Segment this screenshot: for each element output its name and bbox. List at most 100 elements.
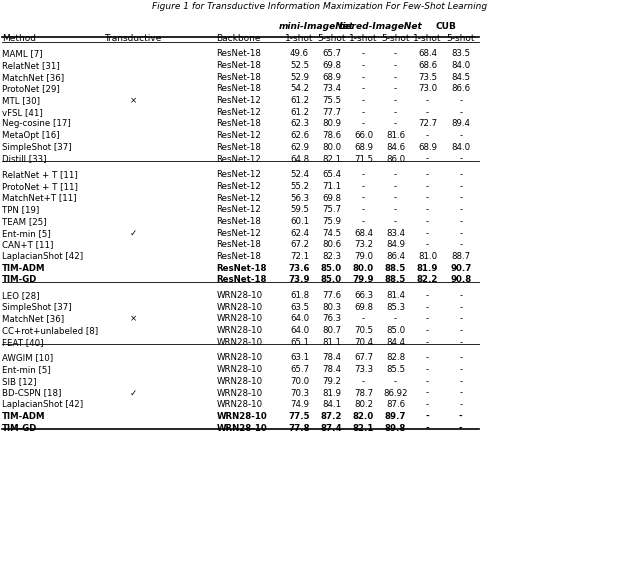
Text: 75.5: 75.5 [322,96,341,105]
Text: 52.9: 52.9 [290,73,309,82]
Text: -: - [426,205,429,214]
Text: 83.4: 83.4 [386,228,405,238]
Text: 85.5: 85.5 [386,365,405,374]
Text: AWGIM [10]: AWGIM [10] [2,353,53,363]
Text: 89.8: 89.8 [385,424,406,433]
Text: ResNet-12: ResNet-12 [216,96,261,105]
Text: MatchNet [36]: MatchNet [36] [2,315,64,323]
Text: 84.9: 84.9 [386,240,405,250]
Text: -: - [426,108,429,116]
Text: 69.8: 69.8 [354,303,373,312]
Text: ResNet-18: ResNet-18 [216,275,267,284]
Text: 52.5: 52.5 [290,61,309,70]
Text: 5-shot: 5-shot [317,34,346,43]
Text: ResNet-18: ResNet-18 [216,217,261,226]
Text: -: - [362,182,365,191]
Text: 85.0: 85.0 [386,326,405,335]
Text: -: - [394,85,397,93]
Text: 71.5: 71.5 [354,155,373,163]
Text: 74.9: 74.9 [290,400,309,409]
Text: 54.2: 54.2 [290,85,309,93]
Text: 49.6: 49.6 [290,49,309,58]
Text: 1-shot: 1-shot [413,34,442,43]
Text: 1-shot: 1-shot [349,34,378,43]
Text: 73.3: 73.3 [354,365,373,374]
Text: 81.9: 81.9 [417,264,438,273]
Text: ResNet-18: ResNet-18 [216,264,267,273]
Text: 79.0: 79.0 [354,252,373,261]
Text: Method: Method [2,34,36,43]
Text: -: - [426,424,429,433]
Text: -: - [426,400,429,409]
Text: -: - [460,291,462,300]
Text: -: - [460,170,462,179]
Text: 82.1: 82.1 [353,424,374,433]
Text: ✓: ✓ [129,388,137,397]
Text: 68.4: 68.4 [354,228,373,238]
Text: 80.3: 80.3 [322,303,341,312]
Text: ResNet-12: ResNet-12 [216,205,261,214]
Text: 86.92: 86.92 [383,388,408,397]
Text: 74.5: 74.5 [322,228,341,238]
Text: -: - [362,85,365,93]
Text: 62.6: 62.6 [290,131,309,140]
Text: -: - [426,170,429,179]
Text: -: - [460,182,462,191]
Text: tiered-ImageNet: tiered-ImageNet [339,22,422,31]
Text: 77.8: 77.8 [289,424,310,433]
Text: SimpleShot [37]: SimpleShot [37] [2,303,72,312]
Text: -: - [460,388,462,397]
Text: TPN [19]: TPN [19] [2,205,39,214]
Text: 75.7: 75.7 [322,205,341,214]
Text: -: - [362,170,365,179]
Text: WRN28-10: WRN28-10 [216,400,262,409]
Text: MatchNet+T [11]: MatchNet+T [11] [2,194,77,203]
Text: TIM-ADM: TIM-ADM [2,412,45,421]
Text: 88.5: 88.5 [385,275,406,284]
Text: -: - [426,217,429,226]
Text: 65.1: 65.1 [290,338,309,347]
Text: Neg-cosine [17]: Neg-cosine [17] [2,119,70,128]
Text: -: - [460,205,462,214]
Text: -: - [362,315,365,323]
Text: 73.4: 73.4 [322,85,341,93]
Text: -: - [394,73,397,82]
Text: MTL [30]: MTL [30] [2,96,40,105]
Text: -: - [426,377,429,386]
Text: 68.6: 68.6 [418,61,437,70]
Text: 82.0: 82.0 [353,412,374,421]
Text: ResNet-18: ResNet-18 [216,85,261,93]
Text: 68.9: 68.9 [354,143,373,152]
Text: 85.3: 85.3 [386,303,405,312]
Text: 84.4: 84.4 [386,338,405,347]
Text: WRN28-10: WRN28-10 [216,315,262,323]
Text: 67.7: 67.7 [354,353,373,363]
Text: 68.4: 68.4 [418,49,437,58]
Text: 64.0: 64.0 [290,326,309,335]
Text: -: - [362,205,365,214]
Text: 61.2: 61.2 [290,108,309,116]
Text: -: - [426,182,429,191]
Text: -: - [426,96,429,105]
Text: ResNet-18: ResNet-18 [216,61,261,70]
Text: 55.2: 55.2 [290,182,309,191]
Text: 84.1: 84.1 [322,400,341,409]
Text: mini-ImageNet: mini-ImageNet [278,22,354,31]
Text: TIM-GD: TIM-GD [2,275,37,284]
Text: Figure 1 for Transductive Information Maximization For Few-Shot Learning: Figure 1 for Transductive Information Ma… [152,2,488,11]
Text: 84.5: 84.5 [451,73,470,82]
Text: -: - [362,49,365,58]
Text: 85.0: 85.0 [321,264,342,273]
Text: -: - [394,49,397,58]
Text: 69.8: 69.8 [322,194,341,203]
Text: -: - [362,96,365,105]
Text: 5-shot: 5-shot [447,34,475,43]
Text: Ent-min [5]: Ent-min [5] [2,365,51,374]
Text: 82.8: 82.8 [386,353,405,363]
Text: 87.2: 87.2 [321,412,342,421]
Text: -: - [362,73,365,82]
Text: SIB [12]: SIB [12] [2,377,36,386]
Text: -: - [394,377,397,386]
Text: -: - [460,228,462,238]
Text: SimpleShot [37]: SimpleShot [37] [2,143,72,152]
